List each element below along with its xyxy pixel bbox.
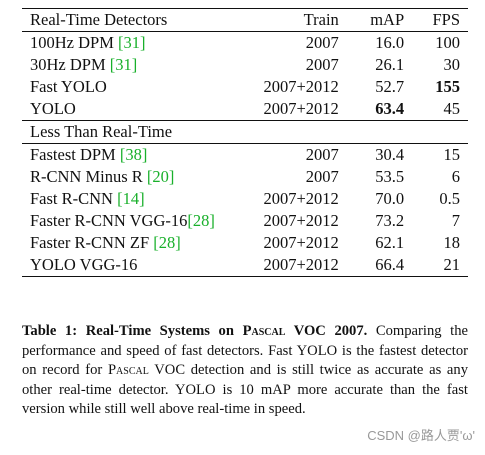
citation-link[interactable]: [14] xyxy=(117,189,145,208)
row-map: 53.5 xyxy=(375,167,405,186)
row-name: Fast YOLO xyxy=(22,76,252,98)
row-fps: 15 xyxy=(443,145,461,164)
row-train: 2007+2012 xyxy=(263,189,339,208)
header-fps: FPS xyxy=(404,8,468,32)
row-fps: 0.5 xyxy=(439,189,460,208)
row-fps: 6 xyxy=(451,167,460,186)
row-name: 30Hz DPM [31] xyxy=(22,54,252,76)
row-fps: 7 xyxy=(451,211,460,230)
method-name: 100Hz DPM xyxy=(30,33,119,52)
table-row: Fastest DPM [38] 2007 30.4 15 xyxy=(22,144,468,167)
caption-text-b: VOC detection and is still twice as accu… xyxy=(22,362,469,417)
section-header-row: Less Than Real-Time xyxy=(22,120,468,144)
table-row: YOLO 2007+2012 63.4 45 xyxy=(22,98,468,121)
table-row: Fast R-CNN [14] 2007+2012 70.0 0.5 xyxy=(22,188,468,210)
citation-link[interactable]: [28] xyxy=(187,211,215,230)
caption-title-b: VOC 2007. xyxy=(285,323,368,339)
row-train: 2007 xyxy=(305,55,339,74)
row-map: 73.2 xyxy=(375,211,405,230)
row-name: Faster R-CNN ZF [28] xyxy=(22,232,252,254)
results-table: Real-Time Detectors Train mAP FPS 100Hz … xyxy=(22,8,468,277)
results-table-container: Real-Time Detectors Train mAP FPS 100Hz … xyxy=(22,8,468,277)
method-name: Faster R-CNN VGG-16 xyxy=(30,211,188,230)
method-name: 30Hz DPM xyxy=(30,55,110,74)
row-train: 2007+2012 xyxy=(263,211,339,230)
row-map: 30.4 xyxy=(375,145,405,164)
row-map: 66.4 xyxy=(338,254,405,277)
row-train: 2007+2012 xyxy=(263,233,339,252)
row-name: YOLO VGG-16 xyxy=(22,254,253,277)
caption-title-a: Real-Time Systems on xyxy=(77,323,243,339)
caption-label: Table 1: xyxy=(22,323,78,339)
row-name: Faster R-CNN VGG-16[28] xyxy=(22,210,252,232)
row-name: R-CNN Minus R [20] xyxy=(22,166,252,188)
row-name: Fastest DPM [38] xyxy=(22,144,252,167)
row-fps: 100 xyxy=(435,33,460,52)
row-train: 2007+2012 xyxy=(263,99,339,118)
watermark: CSDN @路人贾'ω' xyxy=(367,428,475,443)
row-fps: 30 xyxy=(443,55,461,74)
row-train: 2007 xyxy=(305,145,339,164)
row-fps: 45 xyxy=(443,99,461,118)
method-name: Fastest DPM xyxy=(30,145,120,164)
header-train: Train xyxy=(252,8,339,32)
row-train: 2007 xyxy=(305,167,339,186)
caption-title-pascal: Pascal xyxy=(242,323,286,339)
citation-link[interactable]: [38] xyxy=(119,145,148,164)
caption-text-pascal: Pascal xyxy=(107,362,149,378)
row-train: 2007 xyxy=(305,33,339,52)
table-row: Faster R-CNN VGG-16[28] 2007+2012 73.2 7 xyxy=(22,210,468,232)
table-header-row: Real-Time Detectors Train mAP FPS xyxy=(22,8,468,32)
row-name: 100Hz DPM [31] xyxy=(22,32,252,55)
table-row: 30Hz DPM [31] 2007 26.1 30 xyxy=(22,54,468,76)
section-title-less-than-realtime: Less Than Real-Time xyxy=(22,120,468,144)
citation-link[interactable]: [31] xyxy=(109,55,138,74)
row-map: 16.0 xyxy=(375,33,405,52)
method-name: YOLO xyxy=(30,99,76,118)
row-train: 2007+2012 xyxy=(252,254,339,277)
table-row: 100Hz DPM [31] 2007 16.0 100 xyxy=(22,32,468,55)
row-name: Fast R-CNN [14] xyxy=(22,188,252,210)
row-fps: 21 xyxy=(404,254,468,277)
table-row: Fast YOLO 2007+2012 52.7 155 xyxy=(22,76,468,98)
row-map: 52.7 xyxy=(375,77,405,96)
table-caption: Table 1: Real-Time Systems on Pascal VOC… xyxy=(22,322,468,420)
citation-link[interactable]: [28] xyxy=(153,233,181,252)
method-name: Fast R-CNN xyxy=(30,189,118,208)
table-row: R-CNN Minus R [20] 2007 53.5 6 xyxy=(22,166,468,188)
citation-link[interactable]: [31] xyxy=(118,33,146,52)
table-row: Faster R-CNN ZF [28] 2007+2012 62.1 18 xyxy=(22,232,468,254)
row-train: 2007+2012 xyxy=(263,77,339,96)
header-detectors: Real-Time Detectors xyxy=(22,8,253,32)
method-name: YOLO VGG-16 xyxy=(30,255,138,274)
row-fps: 18 xyxy=(443,233,461,252)
method-name: Fast YOLO xyxy=(30,77,107,96)
row-map: 62.1 xyxy=(375,233,405,252)
row-fps-best: 155 xyxy=(435,77,460,96)
method-name: R-CNN Minus R xyxy=(30,167,147,186)
row-map-best: 63.4 xyxy=(375,99,405,118)
row-map: 70.0 xyxy=(375,189,405,208)
citation-link[interactable]: [20] xyxy=(146,167,175,186)
row-name: YOLO xyxy=(22,98,252,121)
header-map: mAP xyxy=(338,8,405,32)
table-row: YOLO VGG-16 2007+2012 66.4 21 xyxy=(22,254,468,277)
method-name: Faster R-CNN ZF xyxy=(30,233,154,252)
caption-text-a: Comparing the performance and speed of f… xyxy=(22,323,468,378)
row-map: 26.1 xyxy=(375,55,405,74)
